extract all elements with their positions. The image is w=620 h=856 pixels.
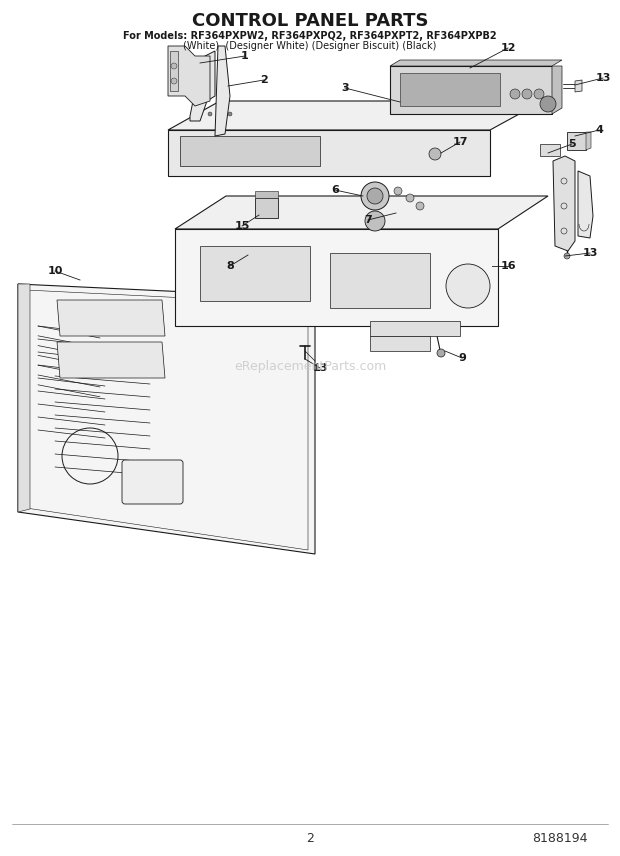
Polygon shape — [575, 80, 582, 92]
Text: 17: 17 — [452, 137, 467, 147]
Text: 13: 13 — [312, 363, 328, 373]
Circle shape — [208, 112, 212, 116]
Circle shape — [218, 112, 222, 116]
Text: 15: 15 — [234, 221, 250, 231]
Text: (White)  (Designer White) (Designer Biscuit) (Black): (White) (Designer White) (Designer Biscu… — [184, 41, 436, 51]
Circle shape — [361, 182, 389, 210]
Polygon shape — [540, 144, 560, 156]
Text: 16: 16 — [500, 261, 516, 271]
Polygon shape — [400, 73, 500, 106]
Polygon shape — [578, 171, 593, 238]
Text: 8: 8 — [226, 261, 234, 271]
Text: CONTROL PANEL PARTS: CONTROL PANEL PARTS — [192, 12, 428, 30]
Text: 10: 10 — [47, 266, 63, 276]
Polygon shape — [18, 284, 30, 512]
Circle shape — [429, 148, 441, 160]
Text: 6: 6 — [331, 185, 339, 195]
Circle shape — [394, 187, 402, 195]
Circle shape — [171, 63, 177, 69]
Polygon shape — [190, 51, 215, 121]
Polygon shape — [170, 51, 178, 91]
Polygon shape — [168, 130, 490, 176]
Polygon shape — [168, 101, 543, 130]
Circle shape — [540, 96, 556, 112]
Text: 1: 1 — [241, 51, 249, 61]
Polygon shape — [215, 46, 230, 136]
Circle shape — [522, 89, 532, 99]
Polygon shape — [553, 156, 575, 251]
Polygon shape — [175, 229, 498, 326]
Text: 5: 5 — [568, 139, 576, 149]
Circle shape — [510, 89, 520, 99]
Text: For Models: RF364PXPW2, RF364PXPQ2, RF364PXPT2, RF364PXPB2: For Models: RF364PXPW2, RF364PXPQ2, RF36… — [123, 31, 497, 41]
Polygon shape — [390, 66, 552, 114]
Polygon shape — [330, 253, 430, 308]
Text: 9: 9 — [458, 353, 466, 363]
Polygon shape — [168, 46, 210, 106]
Text: 2: 2 — [306, 831, 314, 845]
Circle shape — [564, 253, 570, 259]
Text: 7: 7 — [364, 215, 372, 225]
Polygon shape — [175, 196, 548, 229]
FancyBboxPatch shape — [122, 460, 183, 504]
Polygon shape — [586, 132, 591, 150]
Polygon shape — [57, 300, 165, 336]
Polygon shape — [390, 60, 562, 66]
Polygon shape — [57, 342, 165, 378]
Circle shape — [416, 202, 424, 210]
Polygon shape — [255, 198, 278, 218]
Polygon shape — [255, 191, 278, 198]
Text: 8188194: 8188194 — [533, 831, 588, 845]
Text: 4: 4 — [595, 125, 603, 135]
Polygon shape — [567, 132, 586, 150]
Text: 3: 3 — [341, 83, 349, 93]
Polygon shape — [180, 136, 320, 166]
Text: eReplacementParts.com: eReplacementParts.com — [234, 360, 386, 372]
Text: 13: 13 — [595, 73, 611, 83]
Circle shape — [365, 211, 385, 231]
Text: 12: 12 — [500, 43, 516, 53]
Circle shape — [406, 194, 414, 202]
Circle shape — [437, 349, 445, 357]
Polygon shape — [18, 284, 315, 554]
Circle shape — [534, 89, 544, 99]
Circle shape — [228, 112, 232, 116]
Polygon shape — [200, 246, 310, 301]
Polygon shape — [370, 336, 430, 351]
Text: 2: 2 — [260, 75, 268, 85]
Polygon shape — [370, 321, 460, 336]
Circle shape — [367, 188, 383, 204]
Polygon shape — [552, 66, 562, 114]
Circle shape — [446, 264, 490, 308]
Circle shape — [171, 78, 177, 84]
Text: 13: 13 — [582, 248, 598, 258]
